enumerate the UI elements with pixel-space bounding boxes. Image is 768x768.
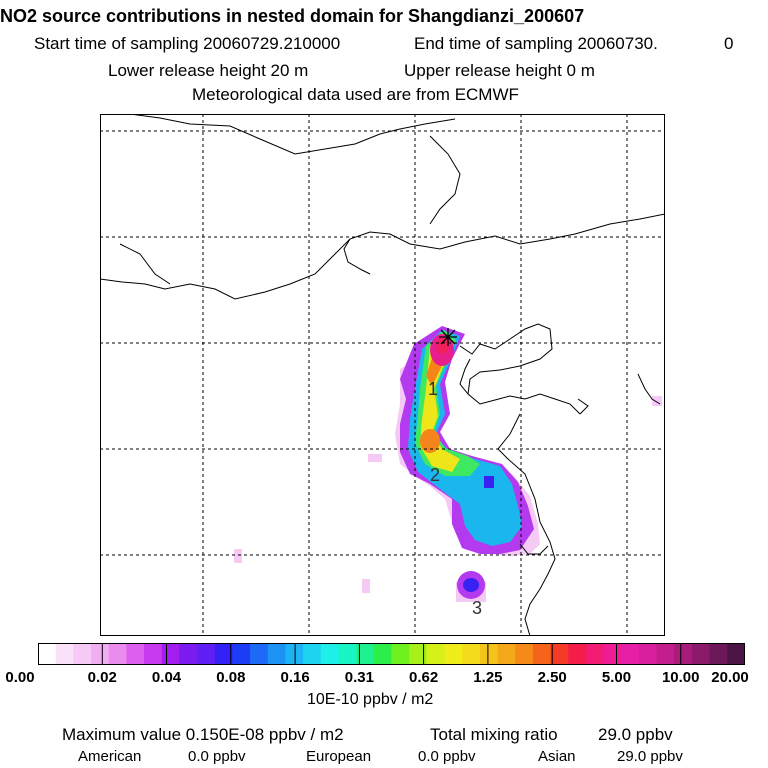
maximum-value: Maximum value 0.150E-08 ppbv / m2 bbox=[62, 725, 344, 744]
color-scale-cell bbox=[320, 643, 340, 665]
color-scale-cell bbox=[532, 643, 552, 665]
color-scale-tick-label: 0.08 bbox=[216, 669, 246, 686]
color-scale-cell bbox=[656, 643, 675, 665]
region-european-name: European bbox=[306, 748, 372, 765]
color-scale-tick-label: 0.62 bbox=[409, 669, 439, 686]
color-scale-cell bbox=[214, 643, 234, 665]
trajectory-label-2: 2 bbox=[430, 465, 440, 485]
region-asian-value: 29.0 ppbv bbox=[617, 748, 683, 765]
sampling-end-time: End time of sampling 20060730. bbox=[414, 34, 658, 53]
color-scale-tick-label: 0.31 bbox=[344, 669, 374, 686]
color-scale-cell bbox=[55, 643, 74, 665]
color-scale-tick-label: 1.25 bbox=[473, 669, 503, 686]
lat-lon-gridlines bbox=[100, 114, 665, 636]
region-asian-name: Asian bbox=[538, 748, 576, 765]
color-scale-cell bbox=[267, 643, 287, 665]
color-scale-cell bbox=[409, 643, 428, 665]
color-scale-cell bbox=[285, 643, 304, 665]
trajectory-label-1: 1 bbox=[428, 379, 438, 399]
color-scale-cell bbox=[232, 643, 251, 665]
color-scale-bar bbox=[38, 643, 745, 665]
met-data-source: Meteorological data used are from ECMWF bbox=[192, 85, 519, 104]
color-scale-cell bbox=[91, 643, 110, 665]
color-scale-cell bbox=[444, 643, 463, 665]
color-scale-cell bbox=[426, 643, 446, 665]
color-scale-tick-label: 0.04 bbox=[151, 669, 182, 686]
receptor-star-icon bbox=[439, 328, 457, 346]
color-scale-cell bbox=[38, 643, 57, 665]
sampling-end-suffix: 0 bbox=[724, 34, 734, 53]
color-scale-cell bbox=[497, 643, 516, 665]
region-american-value: 0.0 ppbv bbox=[188, 748, 246, 765]
color-scale-cell bbox=[303, 643, 322, 665]
color-scale-cell bbox=[568, 643, 587, 665]
color-scale-cell bbox=[356, 643, 375, 665]
color-scale-cell bbox=[462, 643, 481, 665]
color-scale-cell bbox=[179, 643, 198, 665]
color-scale-tick-label: 20.00 bbox=[711, 669, 749, 686]
color-scale-tick-label: 0.02 bbox=[87, 669, 117, 686]
color-scale-cell bbox=[391, 643, 410, 665]
color-scale-cell bbox=[603, 643, 622, 665]
color-scale-cell bbox=[338, 643, 357, 665]
upper-release-height: Upper release height 0 m bbox=[404, 61, 595, 80]
coastline-boundaries bbox=[100, 114, 665, 636]
contribution-map: 1 2 3 bbox=[100, 114, 665, 636]
color-scale-tick-label: 2.50 bbox=[537, 669, 567, 686]
color-scale-cell bbox=[373, 643, 393, 665]
color-scale-cell bbox=[126, 643, 145, 665]
color-scale-cell bbox=[674, 643, 693, 665]
color-scale-cell bbox=[250, 643, 269, 665]
color-scale-tick-label: 0.00 bbox=[5, 669, 35, 686]
color-scale-tick-label: 10.00 bbox=[661, 669, 700, 686]
color-scale-cell bbox=[73, 643, 92, 665]
sampling-start-time: Start time of sampling 20060729.210000 bbox=[34, 34, 341, 53]
color-scale-cell bbox=[550, 643, 569, 665]
color-scale-cell bbox=[727, 643, 745, 665]
color-scale-unit: 10E-10 ppbv / m2 bbox=[307, 691, 434, 708]
trajectory-label-3: 3 bbox=[472, 598, 482, 618]
lower-release-height: Lower release height 20 m bbox=[108, 61, 309, 80]
region-european-value: 0.0 ppbv bbox=[418, 748, 476, 765]
color-scale-tick-label: 5.00 bbox=[601, 669, 632, 686]
color-scale-cell bbox=[585, 643, 605, 665]
color-scale-cell bbox=[691, 643, 711, 665]
color-scale-cell bbox=[621, 643, 640, 665]
color-scale-cell bbox=[709, 643, 728, 665]
color-scale-cell bbox=[197, 643, 216, 665]
total-mixing-ratio-label: Total mixing ratio bbox=[430, 725, 558, 744]
color-scale-cell bbox=[161, 643, 181, 665]
color-scale-cell bbox=[638, 643, 658, 665]
color-scale-cell bbox=[144, 643, 163, 665]
color-scale-cell bbox=[479, 643, 499, 665]
plot-title: NO2 source contributions in nested domai… bbox=[0, 6, 585, 26]
map-background bbox=[100, 114, 665, 636]
color-scale-cell bbox=[108, 643, 127, 665]
map-frame bbox=[100, 114, 665, 636]
color-scale-tick-label: 0.16 bbox=[280, 669, 310, 686]
total-mixing-ratio-value: 29.0 ppbv bbox=[598, 725, 673, 744]
region-american-name: American bbox=[78, 748, 142, 765]
color-scale-cell bbox=[515, 643, 534, 665]
